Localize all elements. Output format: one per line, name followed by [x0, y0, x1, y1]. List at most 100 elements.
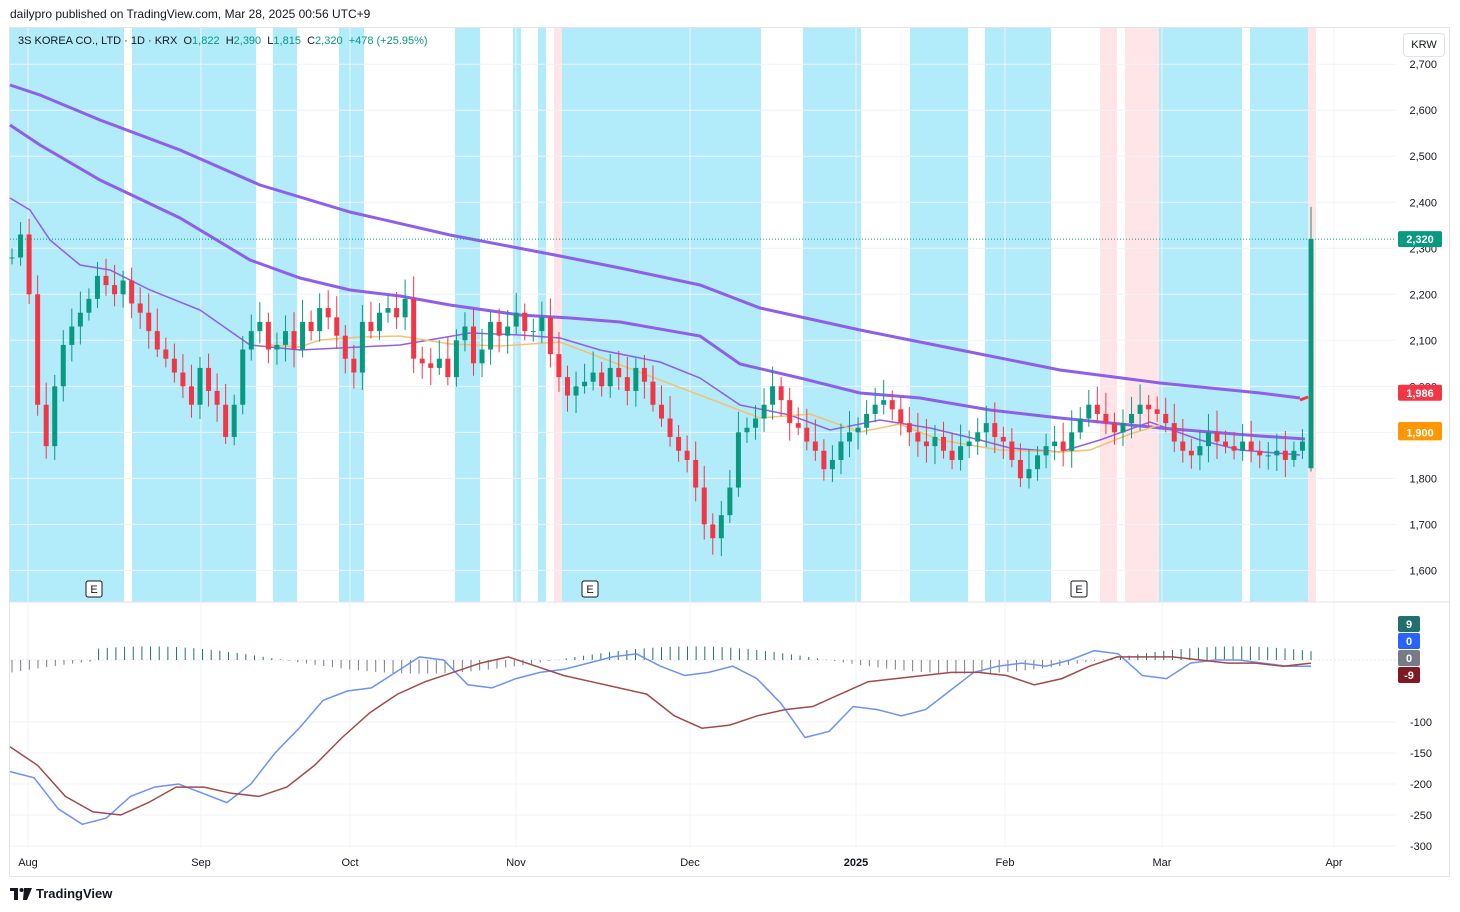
candle-body	[154, 331, 160, 350]
candle	[710, 513, 716, 555]
candle-body	[69, 326, 75, 345]
candle-body	[445, 358, 451, 378]
candle	[1291, 441, 1297, 467]
price-tick-label: 1,800	[1409, 473, 1437, 485]
candle-body	[812, 441, 818, 451]
signal-line	[9, 656, 1312, 816]
time-tick-label: Aug	[18, 857, 38, 869]
candle-body	[718, 515, 724, 539]
chart-frame	[9, 27, 1450, 877]
candle-body	[923, 441, 929, 447]
session-band	[455, 28, 480, 602]
session-band	[910, 28, 968, 602]
session-band	[132, 28, 256, 602]
candle-body	[616, 367, 622, 378]
candle	[812, 419, 818, 461]
candle	[701, 465, 707, 540]
candle-body	[667, 418, 673, 437]
candle	[821, 439, 827, 481]
candle	[163, 337, 169, 368]
publish-caption: dailypro published on TradingView.com, M…	[10, 7, 371, 21]
candle-body	[1265, 455, 1271, 457]
candle	[787, 387, 793, 441]
candle	[137, 287, 143, 329]
candle	[1035, 446, 1041, 481]
candle	[770, 366, 776, 420]
time-tick-label: Sep	[191, 857, 211, 869]
candle-body	[539, 317, 545, 332]
candle-body	[659, 404, 664, 419]
candle-body	[787, 400, 793, 424]
candle-body	[735, 432, 741, 488]
price-axis: 2,7002,6002,5002,4002,3002,2002,1002,000…	[1409, 59, 1437, 577]
close-value: 2,320	[315, 35, 343, 47]
candle	[753, 405, 759, 440]
candle-body	[522, 312, 528, 332]
candle	[18, 222, 24, 266]
candle	[77, 291, 83, 345]
macd-value-box	[1398, 633, 1420, 649]
candle	[530, 318, 536, 342]
open-label: O	[183, 35, 193, 47]
price-tick-label: 1,600	[1409, 565, 1437, 577]
price-label-box	[1398, 231, 1442, 248]
candle-body	[470, 326, 476, 364]
candle	[1257, 440, 1263, 469]
candle	[1086, 390, 1092, 427]
candle-body	[530, 331, 536, 333]
session-band	[554, 28, 562, 602]
candle	[496, 308, 502, 353]
session-band	[10, 28, 124, 602]
candle-body	[188, 386, 194, 405]
candle-body	[983, 423, 989, 433]
price-label-text: 1,900	[1406, 427, 1434, 439]
candle	[69, 308, 75, 362]
candle	[1248, 420, 1254, 463]
candle	[112, 264, 118, 307]
candle-body	[171, 358, 177, 373]
candle-body	[1291, 450, 1297, 460]
candle-body	[710, 524, 716, 539]
time-tick-label: Mar	[1153, 857, 1172, 869]
candle-body	[1231, 446, 1237, 451]
candle-body	[915, 432, 921, 442]
price-label: 2,320	[1398, 231, 1442, 248]
candle	[573, 371, 579, 414]
candle-body	[214, 390, 220, 405]
candle-body	[428, 363, 434, 368]
candle-body	[1137, 404, 1143, 414]
candle-body	[402, 298, 408, 318]
candle-body	[1094, 404, 1100, 414]
earnings-marker: E	[581, 580, 599, 598]
candle	[43, 382, 49, 459]
candle-body	[419, 358, 425, 364]
macd-value-text: 9	[1406, 619, 1412, 631]
candle	[829, 445, 835, 483]
candle-body	[1000, 436, 1006, 442]
candle-body	[1077, 418, 1083, 433]
candle	[171, 343, 177, 383]
candle	[317, 293, 323, 342]
candle	[599, 361, 605, 397]
candle-body	[1282, 450, 1288, 460]
candle-body	[376, 312, 382, 332]
candle-body	[727, 487, 733, 516]
candle-body	[829, 459, 835, 470]
candle-body	[129, 280, 135, 304]
candle-body	[1086, 404, 1092, 419]
candle	[1214, 410, 1220, 460]
candle	[1188, 438, 1194, 469]
candle	[667, 395, 673, 447]
open-value: 1,822	[192, 35, 220, 47]
candle-body	[43, 404, 49, 447]
candle	[9, 248, 15, 265]
candle-body	[599, 372, 605, 387]
currency-button[interactable]: KRW	[1403, 33, 1445, 57]
candle-body	[513, 312, 519, 327]
candle	[1180, 418, 1186, 463]
candle-body	[590, 372, 596, 382]
candle-body	[146, 312, 152, 332]
candle	[214, 373, 220, 422]
candle-body	[906, 423, 912, 433]
price-label-text: 1,986	[1406, 388, 1434, 400]
